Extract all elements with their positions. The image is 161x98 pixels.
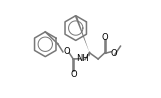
Text: O: O xyxy=(102,33,109,42)
Text: O: O xyxy=(70,70,77,78)
Text: NH: NH xyxy=(76,54,89,63)
Polygon shape xyxy=(75,16,90,53)
Text: O: O xyxy=(64,47,71,56)
Text: O: O xyxy=(110,49,117,58)
